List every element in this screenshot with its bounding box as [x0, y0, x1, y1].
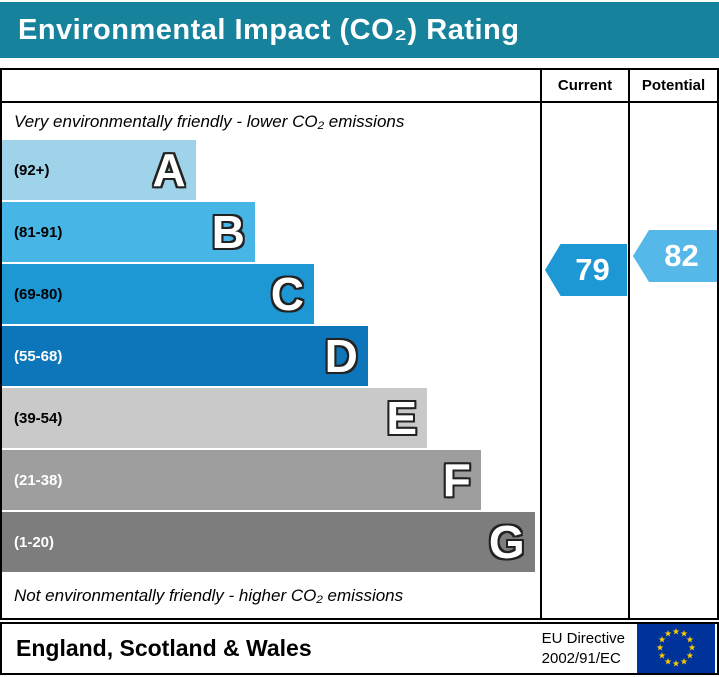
potential-column: 82 [628, 103, 717, 618]
band-b-letter: B [211, 206, 245, 258]
svg-text:★: ★ [686, 636, 694, 646]
band-e-letter: E [386, 392, 418, 444]
eu-directive-label: EU Directive 2002/91/EC [542, 629, 625, 668]
top-note: Very environmentally friendly - lower CO… [14, 111, 405, 131]
potential-rating-arrow: 82 [633, 230, 717, 282]
svg-text:★: ★ [656, 644, 664, 654]
current-column-header: Current [540, 70, 628, 101]
band-d-range: (55-68) [14, 347, 63, 365]
band-a: (92+) A [2, 140, 196, 200]
band-g-range: (1-20) [14, 533, 55, 551]
band-d-letter: D [324, 330, 358, 382]
svg-text:★: ★ [686, 652, 694, 662]
svg-text:★: ★ [672, 628, 680, 638]
eu-directive-line1: EU Directive [541, 630, 625, 647]
svg-text:★: ★ [658, 652, 666, 662]
band-g: (1-20) G [2, 512, 535, 572]
band-b-range: (81-91) [14, 223, 63, 241]
eu-flag-icon: ★ ★ ★ ★ ★ ★ ★ ★ ★ ★ ★ ★ [637, 624, 715, 673]
band-a-range: (92+) [14, 161, 50, 179]
bands-area: Very environmentally friendly - lower CO… [2, 103, 540, 618]
potential-rating-value: 82 [664, 238, 699, 273]
current-column: 79 [540, 103, 628, 618]
potential-column-header: Potential [628, 70, 717, 101]
band-c-range: (69-80) [14, 285, 63, 303]
current-rating-value: 79 [575, 252, 610, 287]
footer: England, Scotland & Wales EU Directive 2… [0, 622, 719, 675]
header-spacer [2, 70, 540, 101]
band-a-letter: A [152, 144, 186, 196]
band-c: (69-80) C [2, 264, 315, 324]
chart-header: Current Potential [2, 70, 717, 103]
band-f-letter: F [442, 454, 471, 506]
band-f-range: (21-38) [14, 471, 63, 489]
epc-co2-chart: Current Potential Very environmentally f… [0, 68, 719, 620]
chart-body: Very environmentally friendly - lower CO… [2, 103, 717, 618]
bottom-note: Not environmentally friendly - higher CO… [14, 586, 404, 605]
region-label: England, Scotland & Wales [16, 635, 312, 661]
band-f: (21-38) F [2, 450, 481, 510]
svg-text:★: ★ [688, 644, 696, 654]
svg-text:★: ★ [680, 657, 688, 667]
svg-text:★: ★ [680, 630, 688, 640]
band-b: (81-91) B [2, 202, 255, 262]
page-title: Environmental Impact (CO₂) Rating [18, 13, 520, 46]
svg-text:★: ★ [672, 660, 680, 670]
svg-text:★: ★ [658, 636, 666, 646]
band-e: (39-54) E [2, 388, 428, 448]
band-d: (55-68) D [2, 326, 368, 386]
title-bar: Environmental Impact (CO₂) Rating [0, 2, 719, 58]
band-g-letter: G [488, 516, 525, 568]
svg-text:★: ★ [664, 657, 672, 667]
band-c-letter: C [270, 268, 305, 320]
current-rating-arrow: 79 [545, 244, 627, 296]
svg-text:★: ★ [664, 630, 672, 640]
eu-directive-line2: 2002/91/EC [541, 649, 621, 667]
band-e-range: (39-54) [14, 409, 63, 427]
